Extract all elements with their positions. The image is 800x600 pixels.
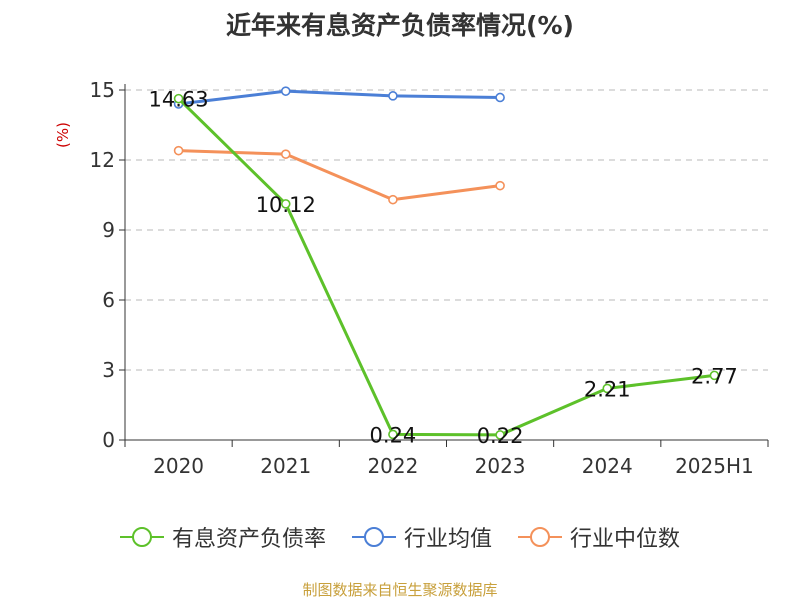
legend-item-industry-mean[interactable]: 行业均值 — [351, 521, 492, 553]
data-point — [495, 92, 505, 103]
legend-item-industry-median[interactable]: 行业中位数 — [518, 521, 680, 553]
data-label: 0.24 — [370, 423, 417, 447]
x-tick-label: 2024 — [582, 454, 633, 478]
legend-label: 有息资产负债率 — [171, 527, 326, 552]
data-source-note: 制图数据来自恒生聚源数据库 — [302, 581, 498, 599]
legend: 有息资产负债率 行业均值 行业中位数 — [0, 520, 800, 554]
data-label: 14.63 — [149, 88, 209, 112]
legend-label: 行业中位数 — [570, 527, 681, 552]
x-tick-label: 2025H1 — [675, 454, 754, 478]
data-point — [280, 86, 291, 96]
legend-item-interest-debt-ratio[interactable]: 有息资产负债率 — [119, 521, 326, 553]
data-point — [173, 93, 184, 104]
data-point — [388, 429, 398, 440]
x-tick-label: 2023 — [475, 454, 526, 478]
gridlines — [125, 89, 768, 371]
data-point — [709, 370, 720, 381]
data-point — [495, 180, 505, 191]
data-label: 2.21 — [584, 377, 631, 401]
legend-marker-orange-icon — [518, 527, 562, 547]
legend-marker-green-icon — [119, 527, 164, 547]
y-tick-label: 0 — [102, 428, 115, 452]
y-tick-label: 9 — [102, 218, 115, 242]
y-tick-label: 3 — [102, 358, 115, 382]
x-tick-label: 2021 — [260, 454, 311, 478]
legend-label: 行业均值 — [403, 527, 492, 552]
y-tick-label: 6 — [102, 288, 115, 312]
y-tick-label: 15 — [90, 78, 115, 102]
x-tick-label: 2020 — [153, 454, 204, 478]
data-point — [388, 91, 398, 101]
data-point — [602, 383, 613, 394]
data-point — [280, 149, 291, 159]
data-label: 2.77 — [691, 364, 738, 388]
chart-title: 近年来有息资产负债率情况(%) — [226, 11, 574, 40]
series-line — [178, 89, 501, 106]
data-point — [173, 145, 184, 156]
series-line — [178, 149, 501, 202]
y-tick-label: 12 — [90, 148, 115, 172]
x-tick-label: 2022 — [367, 454, 418, 478]
data-labels: 14.63 10.12 0.24 0.22 2.21 2.77 — [149, 88, 738, 448]
data-point — [495, 430, 505, 440]
data-label: 10.12 — [256, 193, 316, 217]
series-lines — [173, 86, 720, 440]
series-line — [177, 97, 715, 437]
data-point — [280, 199, 291, 209]
data-label: 0.22 — [477, 424, 524, 448]
legend-marker-blue-icon — [351, 527, 396, 547]
data-point — [388, 194, 398, 205]
axes: 0 3 6 9 12 15 2020 2021 2022 2023 2024 2025H1 — [90, 78, 769, 478]
